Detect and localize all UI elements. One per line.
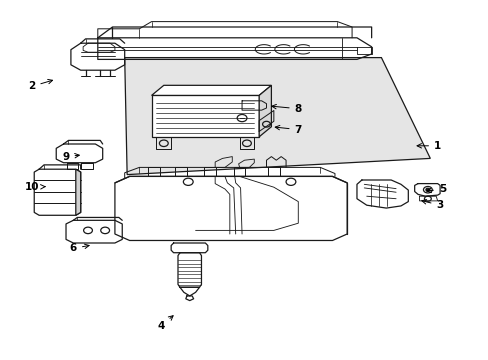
Bar: [151, 95, 259, 137]
Text: 7: 7: [275, 125, 302, 135]
Text: 2: 2: [28, 80, 52, 91]
Text: 9: 9: [62, 152, 79, 162]
Polygon shape: [124, 58, 429, 175]
Text: 10: 10: [24, 182, 45, 192]
Text: 6: 6: [70, 243, 89, 253]
Polygon shape: [151, 85, 271, 95]
Circle shape: [425, 188, 429, 191]
Polygon shape: [76, 169, 81, 215]
Text: 3: 3: [421, 200, 443, 210]
Text: 4: 4: [157, 316, 173, 331]
Text: 5: 5: [426, 184, 445, 194]
Text: 8: 8: [271, 104, 301, 114]
Text: 1: 1: [416, 141, 440, 151]
Polygon shape: [259, 85, 271, 137]
